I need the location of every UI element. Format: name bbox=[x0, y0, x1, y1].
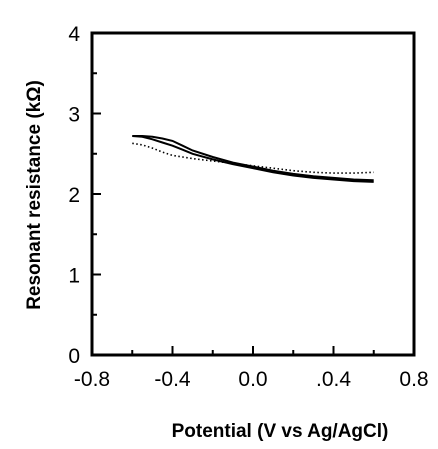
x-tick-label: -0.4 bbox=[154, 368, 191, 391]
ticks-layer bbox=[91, 32, 415, 356]
tick-labels-layer: -0.8 -0.4 0.0 .0.4 0.8 0 1 2 3 4 bbox=[68, 23, 428, 391]
x-tick-label: -0.8 bbox=[74, 368, 110, 391]
series-line-2 bbox=[132, 135, 374, 182]
y-tick-label: 0 bbox=[68, 345, 80, 368]
y-tick-label: 1 bbox=[68, 265, 80, 288]
plot-frame bbox=[90, 31, 416, 357]
x-tick-label: .0.4 bbox=[316, 368, 351, 391]
x-tick-label: 0.8 bbox=[399, 368, 428, 391]
x-tick-label: 0.0 bbox=[238, 368, 267, 391]
series-layer bbox=[132, 135, 374, 183]
y-axis-title: Resonant resistance (kΩ) bbox=[24, 80, 45, 310]
y-tick-label: 4 bbox=[68, 23, 80, 46]
y-tick-label: 3 bbox=[68, 104, 80, 127]
x-axis-title: Potential (V vs Ag/AgCl) bbox=[172, 421, 389, 442]
series-line-3 bbox=[132, 142, 374, 174]
y-tick-label: 2 bbox=[68, 184, 80, 207]
series-line-1 bbox=[132, 135, 374, 183]
